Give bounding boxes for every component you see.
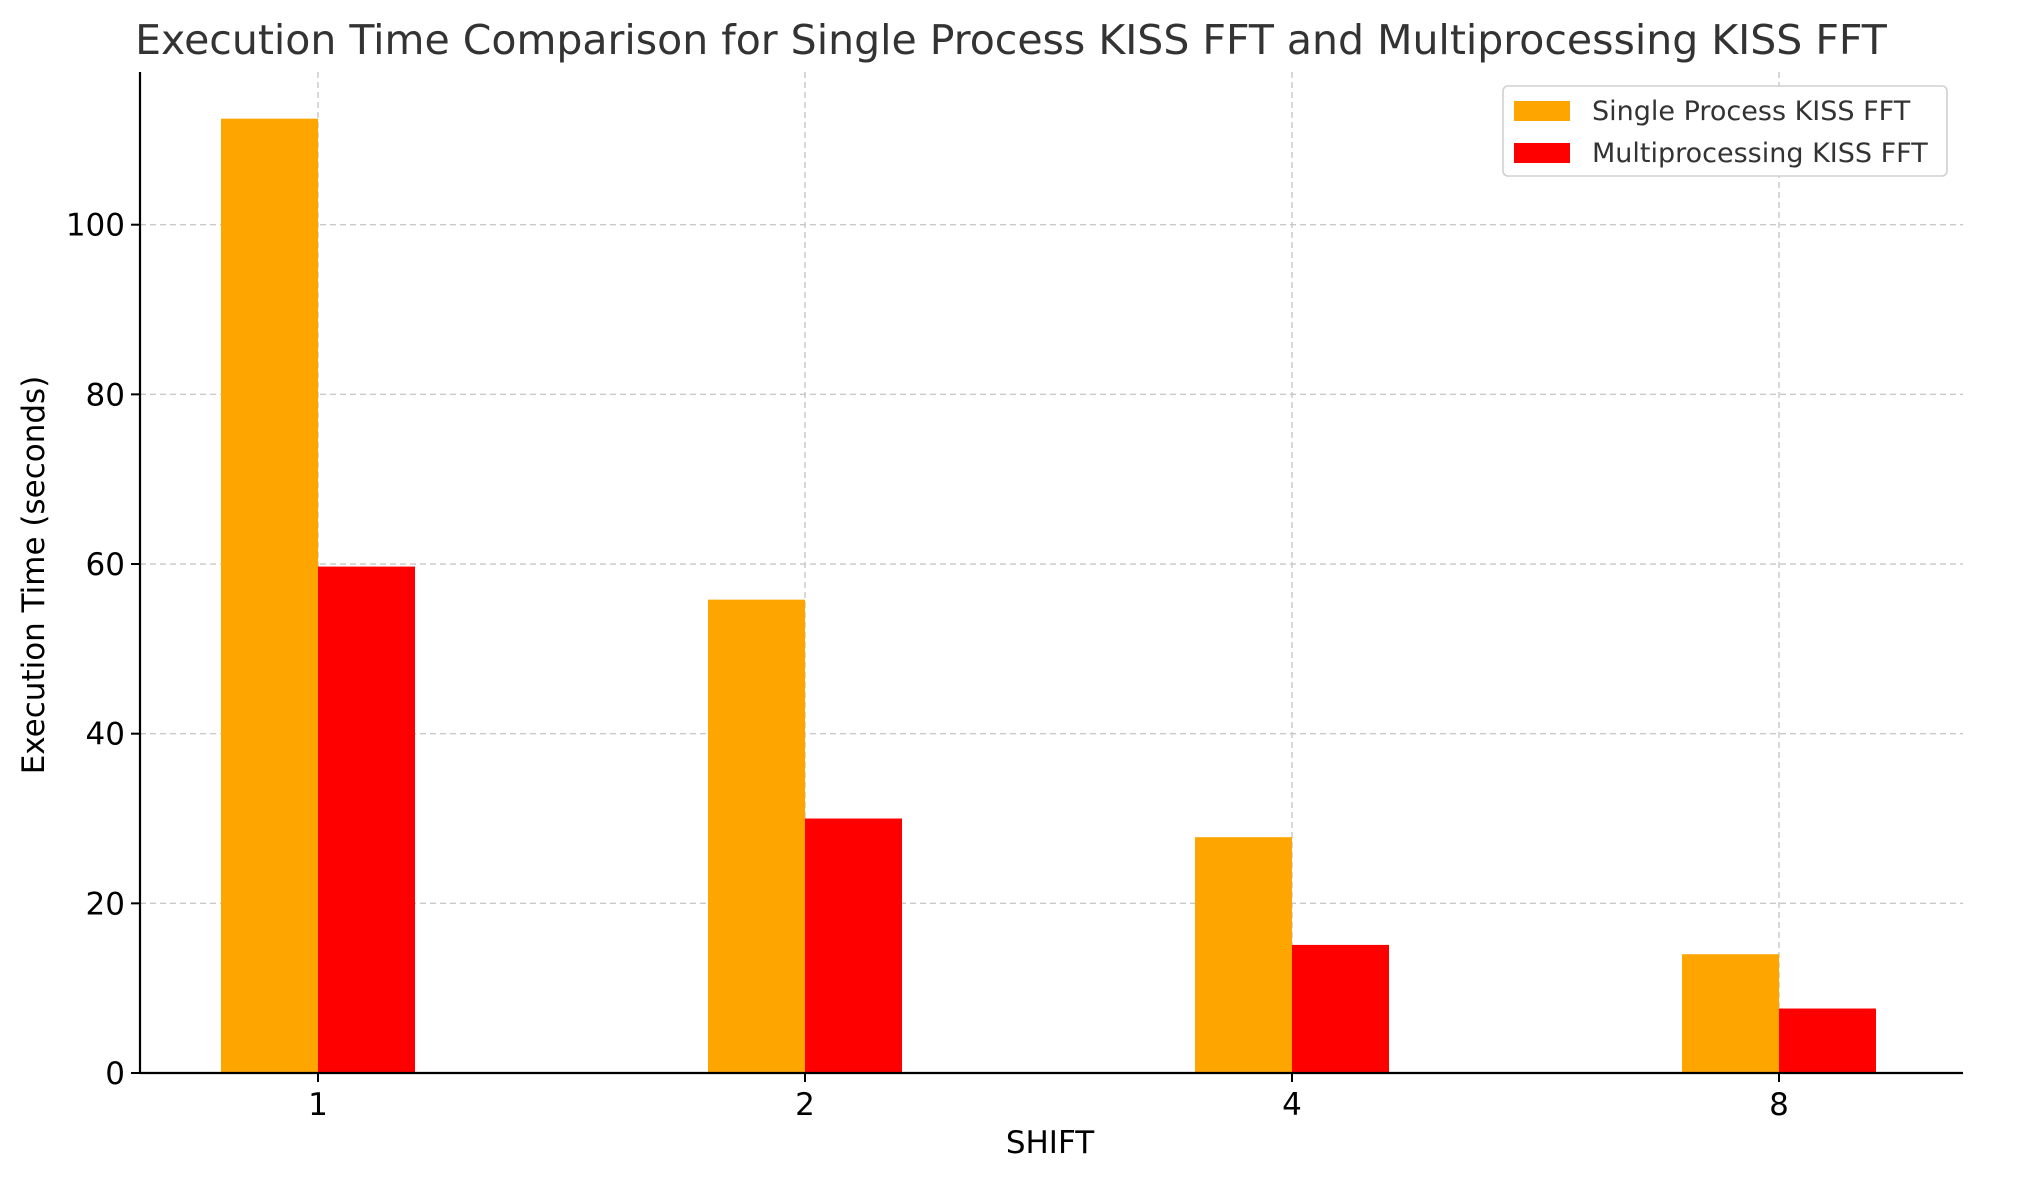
x-axis-title: SHIFT	[1006, 1125, 1095, 1161]
legend-box	[1502, 85, 1948, 177]
y-tick-label: 60	[86, 547, 125, 583]
chart-title: Execution Time Comparison for Single Pro…	[135, 16, 1888, 64]
bar-single-process-2	[708, 599, 805, 1073]
y-tick-label: 20	[86, 886, 125, 922]
y-tick-label: 40	[86, 717, 125, 753]
bar-multiprocessing-4	[1292, 944, 1389, 1073]
bars	[221, 118, 1876, 1073]
y-axis-title: Execution Time (seconds)	[16, 376, 52, 775]
y-tick-label: 0	[105, 1056, 125, 1092]
x-tick-label: 2	[795, 1087, 815, 1123]
x-tick-label: 8	[1769, 1087, 1789, 1123]
x-tick-label: 1	[308, 1087, 328, 1123]
y-tick-label: 80	[86, 377, 125, 413]
bar-multiprocessing-1	[318, 566, 415, 1073]
legend-label: Single Process KISS FFT	[1592, 96, 1911, 127]
bar-single-process-4	[1195, 837, 1292, 1073]
bar-multiprocessing-2	[805, 818, 902, 1073]
axes: 0 20 40 60 80 100 1 2 4 8	[66, 72, 1963, 1123]
legend-swatch	[1514, 101, 1570, 121]
bar-single-process-1	[221, 118, 318, 1073]
x-tick-label: 4	[1282, 1087, 1302, 1123]
bar-single-process-8	[1682, 954, 1779, 1073]
legend: Single Process KISS FFT Multiprocessing K…	[1502, 85, 1948, 177]
y-tick-label: 100	[66, 208, 125, 244]
bar-multiprocessing-8	[1779, 1008, 1876, 1073]
legend-label: Multiprocessing KISS FFT	[1592, 138, 1928, 169]
legend-swatch	[1514, 143, 1570, 163]
